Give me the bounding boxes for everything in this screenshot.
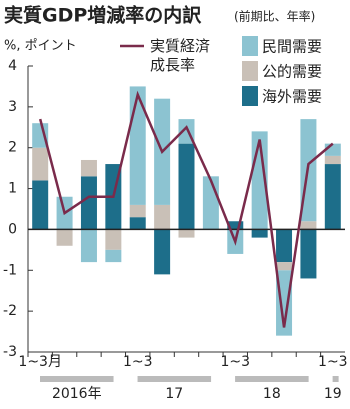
year-bar xyxy=(332,376,339,382)
legend-swatch xyxy=(242,36,258,56)
bar-segment xyxy=(300,221,317,230)
bar-segment xyxy=(276,270,293,336)
bar-segment xyxy=(178,229,195,238)
bar-segment xyxy=(80,159,97,177)
legend-swatch xyxy=(242,61,258,81)
bar-segment xyxy=(276,229,293,263)
legend-label: 公的需要 xyxy=(262,63,322,81)
bar-segment xyxy=(105,229,122,250)
bar-segment xyxy=(227,221,244,230)
chart-subtitle: (前期比、年率) xyxy=(234,9,315,24)
bar-segment xyxy=(129,204,146,218)
bar-segment xyxy=(32,147,49,181)
bar-segment xyxy=(32,180,49,230)
bar-segment xyxy=(202,176,219,230)
x-tick-label: 1~3 xyxy=(220,354,250,370)
bar-segment xyxy=(105,249,122,263)
year-bar xyxy=(40,376,114,382)
year-label: 19 xyxy=(324,386,342,402)
bar-segment xyxy=(251,229,268,238)
y-tick-label: -1 xyxy=(3,262,17,278)
bar-segment xyxy=(80,176,97,230)
bar-segment xyxy=(154,229,171,275)
y-tick-label: 4 xyxy=(8,58,17,74)
y-tick-label: 3 xyxy=(8,99,17,115)
bar-segment xyxy=(324,155,341,165)
legend-label: 民間需要 xyxy=(262,38,322,56)
growth-line xyxy=(38,90,334,328)
y-tick-label: 1 xyxy=(8,181,17,197)
y-tick-label: 0 xyxy=(8,221,17,237)
bar-segment xyxy=(32,123,49,148)
bar-segment xyxy=(324,164,341,230)
bar-segment xyxy=(154,204,171,230)
bar-segment xyxy=(129,217,146,230)
y-axis-label: %, ポイント xyxy=(4,39,77,54)
legend-label: 海外需要 xyxy=(262,88,322,106)
x-tick-label: 1~3月 xyxy=(18,354,62,370)
year-bar xyxy=(137,376,212,382)
y-tick-label: -2 xyxy=(3,303,17,319)
bar-segment xyxy=(276,262,293,271)
x-tick-label: 1~3 xyxy=(318,354,348,370)
year-label: 18 xyxy=(263,386,281,402)
year-label: 2016年 xyxy=(52,386,102,402)
bar-segment xyxy=(56,229,73,246)
year-label: 17 xyxy=(165,386,183,402)
y-tick-label: -3 xyxy=(3,344,17,360)
y-tick-label: 2 xyxy=(8,140,17,156)
legend-swatch xyxy=(242,86,258,106)
legend-label: 実質経済成長率 xyxy=(150,37,211,74)
chart-title: 実質GDP増減率の内訳 xyxy=(4,4,202,27)
bar-segment xyxy=(300,229,317,279)
year-bar xyxy=(235,376,309,382)
bar-segment xyxy=(80,229,97,263)
bar-segment xyxy=(129,86,146,205)
bar-segment xyxy=(178,143,195,230)
x-tick-label: 1~3 xyxy=(123,354,153,370)
